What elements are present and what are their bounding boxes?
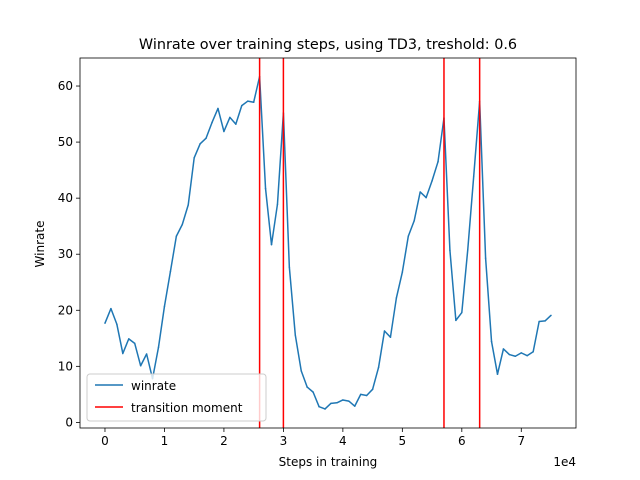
data-point [252, 101, 255, 104]
data-point [461, 311, 463, 314]
data-point [324, 408, 326, 410]
data-point [419, 191, 421, 193]
data-point [318, 405, 320, 408]
data-point [354, 405, 356, 407]
data-point [502, 348, 505, 350]
data-point [211, 121, 213, 124]
x-tick-label: 7 [517, 434, 525, 448]
x-tick-label: 1 [161, 434, 169, 448]
data-point [336, 402, 338, 404]
data-point [395, 297, 398, 299]
x-tick-label: 4 [339, 434, 347, 448]
data-point [312, 391, 314, 393]
y-tick-label: 30 [58, 247, 73, 261]
x-tick-label: 0 [101, 434, 109, 448]
y-axis-label: Winrate [33, 221, 47, 268]
x-axis-offset-label: 1e4 [553, 455, 576, 469]
x-tick-label: 3 [280, 434, 288, 448]
y-tick-label: 0 [65, 415, 73, 429]
data-point [449, 249, 451, 252]
data-point [294, 334, 297, 336]
data-point [175, 235, 178, 238]
data-point [413, 219, 415, 222]
data-point [455, 319, 457, 322]
data-point [181, 223, 184, 226]
series-line-winrate [104, 75, 552, 410]
data-point [330, 402, 332, 405]
data-point [157, 346, 160, 349]
data-point [300, 370, 302, 372]
legend-box [86, 373, 267, 422]
y-tick-label: 50 [58, 135, 73, 149]
data-point [431, 180, 433, 182]
data-point [235, 123, 237, 125]
data-point [425, 196, 427, 199]
legend-transition-label: transition moment [131, 401, 243, 415]
y-tick-label: 20 [58, 303, 73, 317]
data-point [407, 235, 410, 238]
data-point [116, 323, 118, 326]
data-point [496, 373, 499, 375]
data-point [241, 104, 243, 107]
axes-frame [79, 57, 577, 429]
data-point [246, 100, 249, 102]
legend: winrate transition moment [86, 373, 267, 422]
data-point [128, 338, 130, 340]
data-point [306, 386, 308, 388]
data-point [467, 248, 469, 251]
data-point [122, 352, 124, 355]
data-point [217, 107, 219, 110]
data-point [288, 266, 291, 268]
data-point [365, 394, 368, 397]
data-point [550, 314, 552, 317]
data-point [544, 320, 546, 322]
data-point [377, 366, 380, 369]
x-axis-label: Steps in training [279, 455, 378, 469]
data-point [187, 204, 189, 206]
x-tick-label: 6 [458, 434, 466, 448]
data-point [270, 243, 273, 246]
data-point [342, 399, 344, 401]
data-point [169, 270, 172, 273]
data-point [520, 352, 523, 354]
data-point [276, 203, 279, 206]
data-point [348, 400, 350, 402]
x-tick-label: 5 [399, 434, 407, 448]
data-point [514, 355, 517, 357]
x-tick-label: 2 [220, 434, 228, 448]
data-point [163, 305, 166, 308]
data-point [490, 340, 493, 343]
y-tick-label: 40 [58, 191, 73, 205]
legend-winrate-label: winrate [131, 379, 176, 393]
data-point [193, 157, 195, 159]
chart-title: Winrate over training steps, using TD3, … [139, 37, 517, 53]
data-point [223, 130, 225, 133]
data-point [383, 330, 386, 332]
data-point [389, 336, 392, 338]
data-point [508, 353, 511, 356]
data-point [139, 365, 142, 367]
data-point [532, 351, 534, 353]
data-point [437, 160, 439, 163]
data-point [264, 187, 267, 190]
data-point [401, 271, 404, 273]
data-point [104, 322, 106, 324]
data-point [359, 393, 362, 396]
data-point [484, 257, 487, 259]
data-point [205, 137, 207, 139]
data-point [472, 175, 475, 178]
axis-ticks: 0 1 2 3 4 5 6 7 0 10 20 30 40 50 60 [58, 79, 525, 448]
y-tick-label: 10 [58, 359, 73, 373]
y-tick-label: 60 [58, 79, 73, 93]
data-point [110, 307, 112, 310]
plot-area [79, 57, 577, 429]
data-point [133, 342, 136, 345]
data-point [526, 354, 528, 357]
data-point [145, 353, 148, 355]
data-point [371, 388, 374, 391]
data-point [229, 116, 231, 119]
data-point [538, 320, 540, 323]
data-point [199, 143, 201, 145]
